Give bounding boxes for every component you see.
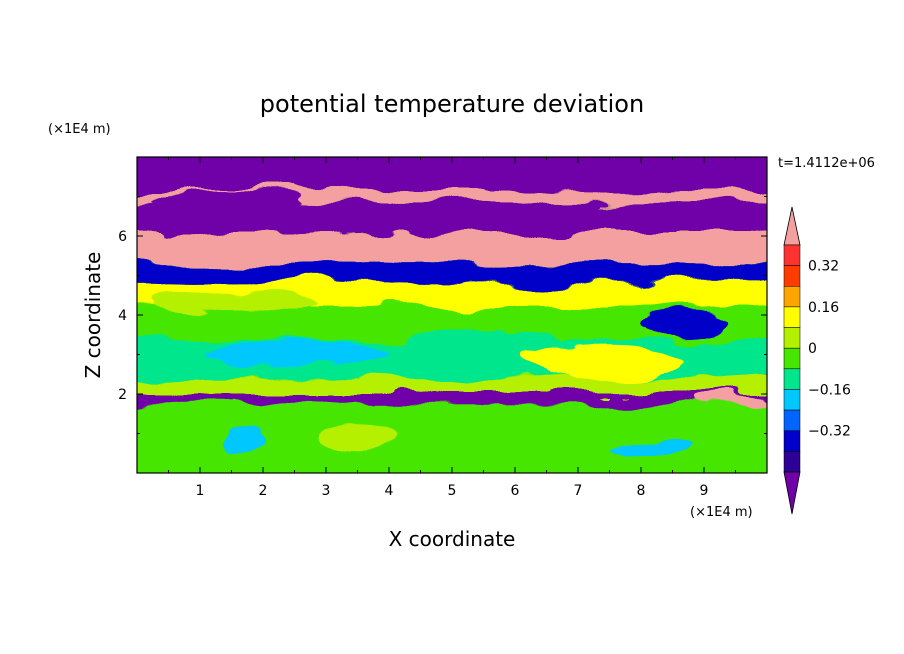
y-tick-label: 4 [118,308,127,324]
field-feature [319,423,396,452]
field-band [137,263,767,284]
field-feature [508,176,711,193]
colorbar-box [783,409,801,431]
field-feature [149,192,301,209]
colorbar-label: −0.32 [808,424,851,440]
field-feature [407,326,560,359]
colorbar-box [783,265,801,287]
colorbar-label: 0.16 [808,300,839,316]
y-tick-label: 2 [118,387,127,403]
field-band [137,394,767,404]
field-feature [603,433,692,454]
field-feature [143,293,320,314]
colorbar-box [783,306,801,328]
x-tick-label: 1 [196,483,205,499]
y-axis-label: Z coordinate [81,252,105,379]
field-feature [222,425,267,454]
x-unit-label: (×1E4 m) [690,505,753,520]
colorbar-box [783,451,801,473]
colorbar-box [783,286,801,308]
colorbar: 0.32 0.16 0 −0.16 −0.32 [783,206,851,515]
colorbar-label: 0 [808,341,817,357]
x-tick-label: 3 [322,483,331,499]
y-unit-label: (×1E4 m) [48,122,111,137]
field-feature [521,344,686,381]
colorbar-box [783,368,801,390]
field-band [137,190,767,203]
colorbar-box [783,244,801,266]
x-tick-label: 9 [700,483,709,499]
x-axis-label: X coordinate [389,527,516,551]
x-tick-label: 6 [511,483,520,499]
field-band [137,403,767,473]
colorbar-box [783,430,801,452]
field-feature [641,311,730,335]
colorbar-box [783,389,801,411]
colorbar-label: 0.32 [808,259,839,275]
colorbar-over-arrow [783,206,801,246]
y-tick-label: 6 [118,229,127,245]
x-tick-label: 8 [637,483,646,499]
x-tick-label: 2 [259,483,268,499]
field-band [137,378,767,394]
x-axis: 1 2 3 4 5 6 7 8 9 [168,157,736,499]
field-feature [200,340,389,369]
colorbar-label: −0.16 [808,382,851,398]
y-axis: 2 4 6 [118,196,767,434]
heatmap-field [137,157,767,473]
x-tick-label: 7 [574,483,583,499]
x-tick-label: 4 [385,483,394,499]
field-band [137,232,767,264]
chart-title: potential temperature deviation [260,90,644,118]
field-feature [691,395,767,408]
colorbar-box [783,327,801,349]
time-label: t=1.4112e+06 [778,156,875,171]
colorbar-box [783,347,801,370]
colorbar-under-arrow [783,471,801,515]
x-tick-label: 5 [448,483,457,499]
